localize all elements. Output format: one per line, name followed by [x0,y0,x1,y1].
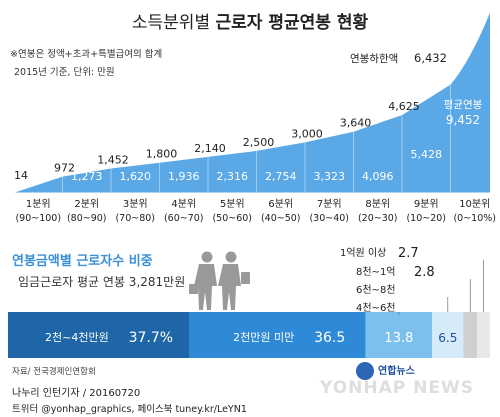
avg-label: 4,096 [362,170,394,183]
category-label: 9분위 [414,197,439,210]
bar-segment [476,312,490,358]
avg-label: 1,620 [120,170,152,183]
lower-bound-label: 2,500 [243,136,275,149]
bar-segment [189,312,366,358]
logo-text: 연합뉴스 [378,366,415,377]
segment-value: 36.5 [314,330,345,346]
segment-label: 2천만원 미만 [233,330,294,344]
page-title: 소득분위별 근로자 평균연봉 현황 [131,13,369,33]
callout-value: 2.7 [398,246,419,261]
avg-label: 2,316 [217,170,249,183]
bar-segment [463,312,477,358]
category-label: 10분위 [459,197,490,210]
range-label: (60~70) [164,213,204,224]
lower-bound-label: 972 [54,162,75,175]
byline: 나누리 인턴기자 / 20160720 [12,388,141,399]
segment-value: 6.5 [438,331,457,345]
category-label: 1분위 [26,197,51,210]
bar-segment [365,312,433,358]
watermark: YONHAP NEWS [320,378,474,398]
logo-icon [356,362,374,380]
range-label: (70~80) [115,213,155,224]
category-label: 2분위 [74,197,99,210]
range-label: (20~30) [358,213,398,224]
category-label: 8분위 [365,197,390,210]
avg-label-caption: 평균연봉 [444,99,483,111]
callout-label: 1억원 이상 [340,247,386,259]
segment-label: 2천~4천만원 [45,330,109,344]
avg-label: 2,754 [265,170,297,183]
callout-label: 8천~1억 [356,266,396,278]
source-text: 자료/ 전국경제인연합회 [12,367,96,377]
avg-label: 1,936 [168,170,200,183]
workers-icon [189,251,250,310]
segment-value: 13.8 [384,331,413,346]
range-label: (40~50) [261,213,301,224]
category-label: 3분위 [123,197,148,210]
avg-salary-text: 임금근로자 평균 연봉 3,281만원 [18,275,186,289]
lower-bound-label: 2,140 [194,142,226,155]
lower-bound-label: 3,000 [291,127,323,140]
avg-label: 9,452 [446,113,480,127]
callout-value: 2.8 [414,265,435,280]
social-links: 트위터 @yonhap_graphics, 페이스북 tuney.kr/LeYN… [12,404,247,415]
range-label: (10~20) [406,213,446,224]
avg-label: 601 [28,170,49,183]
range-label: (90~100) [15,213,61,224]
bar-segment [432,312,464,358]
lower-bound-label: 6,432 [414,51,447,65]
note-definition: ※연봉은 정액+초과+특별급여의 합계 [10,49,163,60]
avg-label: 3,323 [314,170,346,183]
range-label: (80~90) [67,213,107,224]
callout-label: 4천~6천 [356,302,396,314]
category-label: 7분위 [317,197,342,210]
lower-bound-prefix: 연봉하한액 [350,52,398,65]
area-shape [14,12,490,194]
segment-value: 37.7% [129,330,173,346]
bar-segment [8,312,190,358]
avg-label: 1,273 [71,170,103,183]
lower-bound-label: 1,800 [146,148,178,161]
lower-bound-label: 4,625 [388,100,420,113]
range-label: (0~10%) [453,213,496,224]
note-unit: 2015년 기준, 단위: 만원 [14,67,115,78]
category-label: 6분위 [268,197,293,210]
category-label: 5분위 [220,197,245,210]
callout-label: 6천~8천 [356,284,396,296]
category-label: 4분위 [171,197,196,210]
lower-bound-label: 1,452 [97,154,129,167]
range-label: (30~40) [309,213,349,224]
lower-bound-label: 3,640 [340,117,372,130]
section2-title: 연봉금액별 근로자수 비중 [12,254,153,269]
range-label: (50~60) [212,213,252,224]
lower-bound-label: 14 [14,169,28,182]
avg-label: 5,428 [411,148,443,161]
